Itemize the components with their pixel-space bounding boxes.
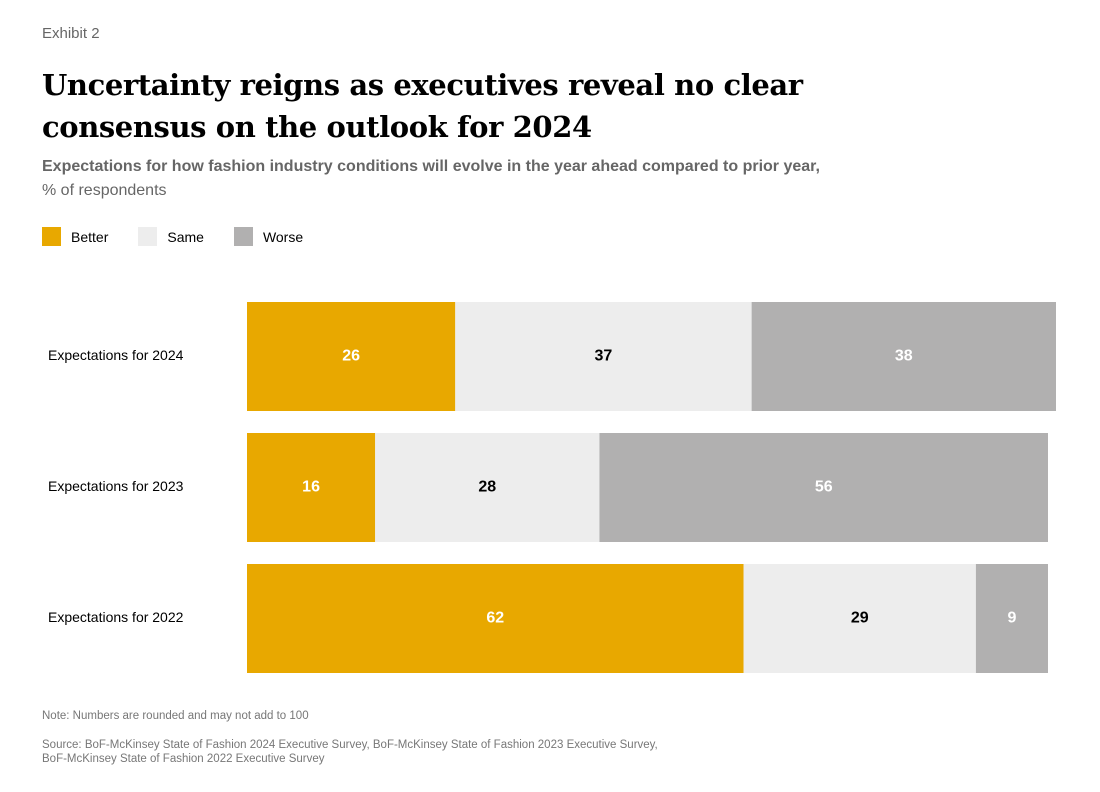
data-label-worse-expectations-for-2022: 9 <box>1007 610 1016 627</box>
category-label-expectations-for-2022: Expectations for 2022 <box>48 609 184 625</box>
bar-better-expectations-for-2024 <box>247 302 456 411</box>
subtitle-unit: % of respondents <box>42 182 167 199</box>
category-label-expectations-for-2024: Expectations for 2024 <box>48 347 184 363</box>
data-label-same-expectations-for-2023: 28 <box>478 479 496 496</box>
data-label-worse-expectations-for-2023: 56 <box>815 479 833 496</box>
data-label-worse-expectations-for-2024: 38 <box>895 348 913 365</box>
data-label-same-expectations-for-2022: 29 <box>851 610 869 627</box>
bar-worse-expectations-for-2024 <box>751 302 1056 411</box>
subtitle-main: Expectations for how fashion industry co… <box>42 158 820 175</box>
data-label-same-expectations-for-2024: 37 <box>595 348 613 365</box>
bar-better-expectations-for-2023 <box>247 433 376 542</box>
data-label-better-expectations-for-2022: 62 <box>486 610 504 627</box>
legend-label-worse: Worse <box>262 228 304 245</box>
data-label-better-expectations-for-2024: 26 <box>342 348 360 365</box>
exhibit-label: Exhibit 2 <box>42 25 100 42</box>
legend-swatch-better <box>42 227 61 246</box>
bar-worse-expectations-for-2023 <box>599 433 1048 542</box>
bar-same-expectations-for-2022 <box>743 564 976 673</box>
data-label-better-expectations-for-2023: 16 <box>302 479 320 496</box>
bar-worse-expectations-for-2022 <box>975 564 1048 673</box>
legend-item-same: Same <box>138 227 204 246</box>
category-label-expectations-for-2023: Expectations for 2023 <box>48 478 184 494</box>
legend-label-same: Same <box>167 228 204 245</box>
chart-note: Note: Numbers are rounded and may not ad… <box>42 710 309 722</box>
legend-swatch-worse <box>233 227 253 246</box>
chart-title: Uncertainty reigns as executives reveal … <box>42 68 803 144</box>
legend-swatch-same <box>138 227 158 246</box>
bar-better-expectations-for-2022 <box>247 564 744 673</box>
chart-subtitle: Expectations for how fashion industry co… <box>42 155 922 203</box>
bar-same-expectations-for-2023 <box>375 433 600 542</box>
legend-label-better: Better <box>71 228 109 245</box>
legend-item-better: Better <box>42 227 108 246</box>
legend-item-worse: Worse <box>233 227 304 246</box>
chart-source: Source: BoF-McKinsey State of Fashion 20… <box>42 739 658 765</box>
legend: Better Same Worse <box>42 227 333 246</box>
bar-same-expectations-for-2024 <box>455 302 752 411</box>
